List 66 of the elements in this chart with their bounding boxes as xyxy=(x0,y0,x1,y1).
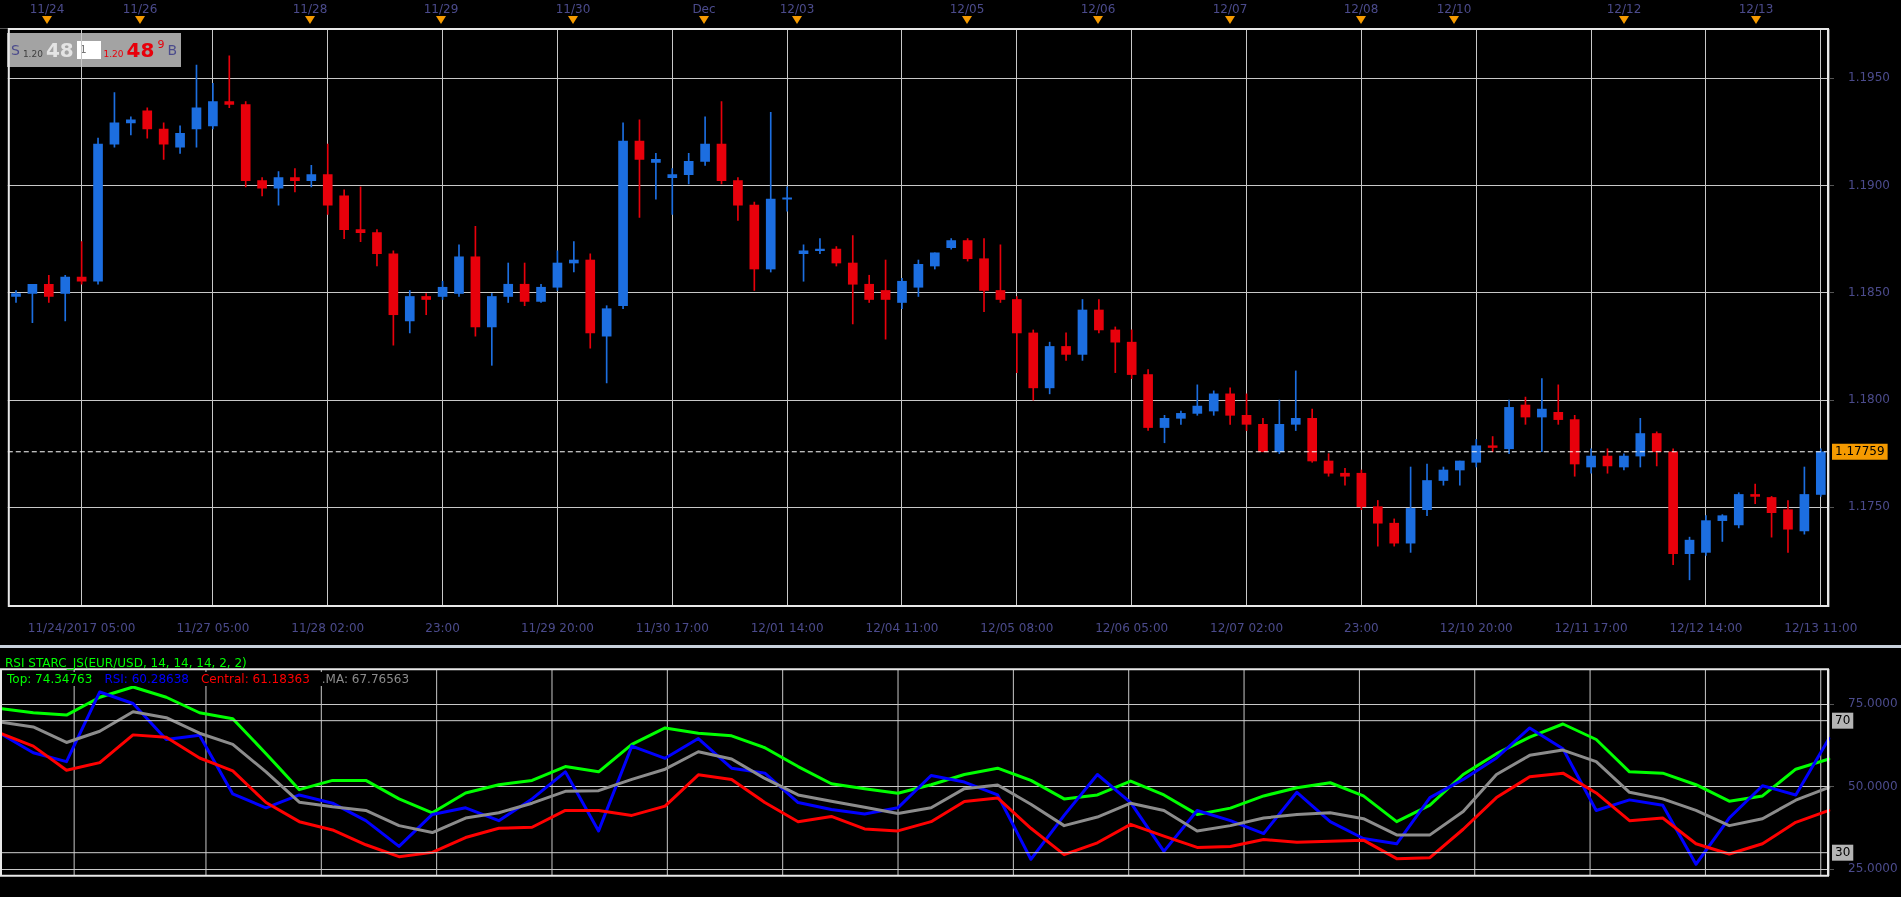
ref-line-label: 30 xyxy=(1835,844,1851,859)
candlestick xyxy=(1750,483,1760,505)
x-tick-label: 12/05 08:00 xyxy=(980,621,1054,636)
candlestick xyxy=(224,55,235,109)
text: 12/03 xyxy=(779,2,815,16)
series-label: Top: 74.34763 xyxy=(7,672,93,686)
candlestick xyxy=(667,168,678,215)
text: 12/08 xyxy=(1343,2,1379,16)
x-tick-label: 12/06 05:00 xyxy=(1095,621,1169,636)
text: 12/05 xyxy=(949,2,985,16)
text: 12/06 xyxy=(1080,2,1116,16)
series-label: RSI: 60.28638 xyxy=(104,672,189,686)
y-tick-label: 1.1850 xyxy=(1848,284,1890,299)
y-tick-label: 1.1900 xyxy=(1848,177,1890,192)
text: 12/12 xyxy=(1606,2,1642,16)
annotation: 1.20 xyxy=(22,49,43,59)
x-tick-label: 12/04 11:00 xyxy=(865,621,939,636)
x-tick-label: 12/12 14:00 xyxy=(1669,621,1743,636)
text: 11/30 xyxy=(555,2,591,16)
x-tick-label: 11/28 02:00 xyxy=(291,621,365,636)
x-tick-label: 12/11 17:00 xyxy=(1554,621,1628,636)
chart-title: RSI STARC_JS(EUR/USD, 14, 14, 14, 2, 2) xyxy=(5,656,247,670)
text: Central: 61.18363 xyxy=(200,672,310,686)
candlestick xyxy=(290,168,300,193)
y-tick-label: 1.1800 xyxy=(1848,392,1890,407)
x-tick-label: 23:00 xyxy=(425,621,460,636)
x-tick-label: 12/07 02:00 xyxy=(1210,621,1284,636)
candlestick xyxy=(1553,384,1564,425)
candlestick xyxy=(1290,370,1301,431)
y-tick-label: 75.0000 xyxy=(1848,696,1898,711)
x-tick-label: 11/29 20:00 xyxy=(520,621,594,636)
text: 12/07 xyxy=(1212,2,1248,16)
y-tick-label: 1.1950 xyxy=(1848,70,1890,85)
text: 11/28 xyxy=(292,2,328,16)
text: 11/29 xyxy=(423,2,459,16)
annotation: 48 xyxy=(45,38,74,62)
x-tick-label: 11/30 17:00 xyxy=(635,621,709,636)
text: 11/26 xyxy=(122,2,158,16)
x-tick-label: 12/10 20:00 xyxy=(1439,621,1513,636)
x-tick-label: 11/24/2017 05:00 xyxy=(27,621,136,636)
x-tick-label: 23:00 xyxy=(1344,621,1379,636)
y-tick-label: 25.0000 xyxy=(1848,861,1898,876)
ref-line-label: 1.17759 xyxy=(1835,443,1885,458)
y-tick-label: 50.0000 xyxy=(1848,778,1898,793)
candlestick xyxy=(651,153,661,200)
annotation: 1.20 xyxy=(103,49,124,59)
candlestick xyxy=(847,235,858,325)
candlestick xyxy=(1537,378,1547,453)
annotation: B xyxy=(167,42,177,58)
text: 12/10 xyxy=(1436,2,1472,16)
text: Dec xyxy=(692,2,716,16)
candlestick xyxy=(126,116,136,136)
candlestick xyxy=(782,186,792,212)
candlestick xyxy=(421,293,432,316)
x-tick-label: 11/27 05:00 xyxy=(176,621,250,636)
annotation: 48 xyxy=(126,38,155,62)
y-tick-label: 1.1750 xyxy=(1848,499,1890,514)
text: 11/24 xyxy=(29,2,65,16)
x-tick-label: 12/01 14:00 xyxy=(750,621,824,636)
ref-line-label: 70 xyxy=(1835,712,1851,727)
annotation: 9 xyxy=(157,37,165,51)
text: 12/13 xyxy=(1738,2,1774,16)
candlestick xyxy=(1340,467,1350,486)
text: .MA: 67.76563 xyxy=(321,672,410,686)
annotation: S xyxy=(11,42,20,58)
x-tick-label: 12/13 11:00 xyxy=(1784,621,1858,636)
